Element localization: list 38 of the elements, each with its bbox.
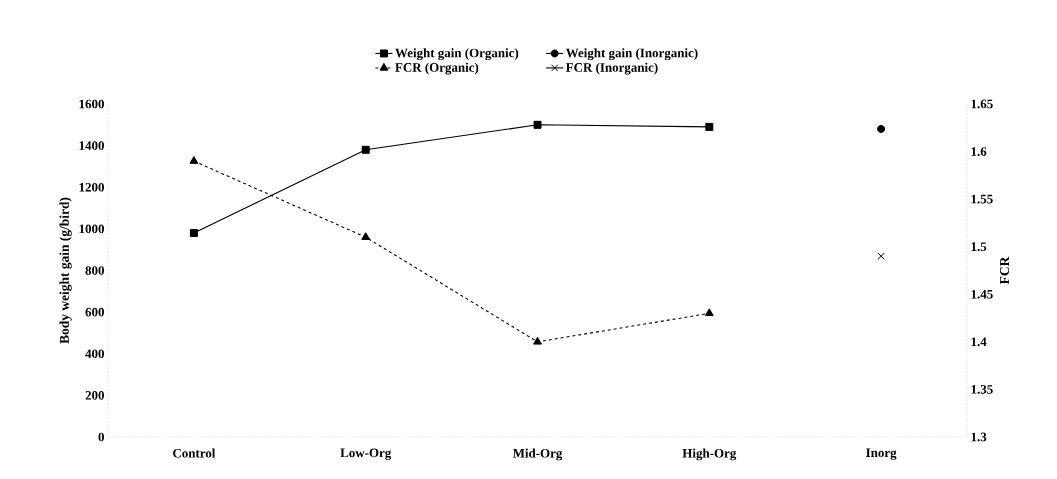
y2-tick-label: 1.65 bbox=[971, 99, 993, 109]
x-tick-label: Low-Org bbox=[340, 448, 392, 460]
y-tick-label: 1000 bbox=[79, 224, 104, 234]
x-tick-label: Control bbox=[173, 448, 216, 458]
point bbox=[877, 252, 885, 260]
y2-tick-label: 1.5 bbox=[971, 242, 987, 252]
point bbox=[877, 124, 886, 133]
point bbox=[361, 232, 371, 240]
legend-label: FCR (Inorganic) bbox=[565, 62, 658, 75]
legend-label: FCR (Organic) bbox=[395, 62, 479, 75]
y-tick-label: 600 bbox=[85, 307, 104, 317]
point bbox=[705, 122, 714, 131]
y2-tick-label: 1.6 bbox=[971, 147, 987, 156]
legend-label: Weight gain (Inorganic) bbox=[565, 48, 698, 61]
y-tick-label: 200 bbox=[85, 391, 104, 400]
y2-tick-label: 1.35 bbox=[971, 385, 993, 394]
y-tick-label: 1400 bbox=[79, 141, 104, 150]
point bbox=[704, 308, 714, 317]
y-axis-title: Body weight gain (g/bird) bbox=[59, 197, 72, 344]
point bbox=[533, 336, 542, 345]
point bbox=[533, 120, 542, 129]
y2-axis-title: FCR bbox=[1000, 256, 1010, 285]
y-tick-label: 400 bbox=[85, 349, 104, 359]
point bbox=[189, 156, 199, 164]
y-tick-label: 800 bbox=[85, 266, 104, 275]
x-tick-label: Inorg bbox=[866, 448, 897, 460]
y-tick-label: 1600 bbox=[79, 99, 104, 109]
y2-tick-label: 1.3 bbox=[971, 432, 987, 442]
y2-tick-label: 1.4 bbox=[971, 337, 987, 347]
point bbox=[361, 145, 370, 154]
x-tick-label: High-Org bbox=[682, 448, 737, 461]
y-tick-label: 1200 bbox=[79, 182, 104, 192]
point bbox=[189, 229, 198, 238]
y2-tick-label: 1.45 bbox=[971, 289, 993, 299]
legend-label: Weight gain (Organic) bbox=[395, 48, 519, 61]
y-tick-label: 0 bbox=[98, 432, 104, 442]
x-tick-label: Mid-Org bbox=[512, 448, 563, 461]
y2-tick-label: 1.55 bbox=[971, 194, 993, 204]
